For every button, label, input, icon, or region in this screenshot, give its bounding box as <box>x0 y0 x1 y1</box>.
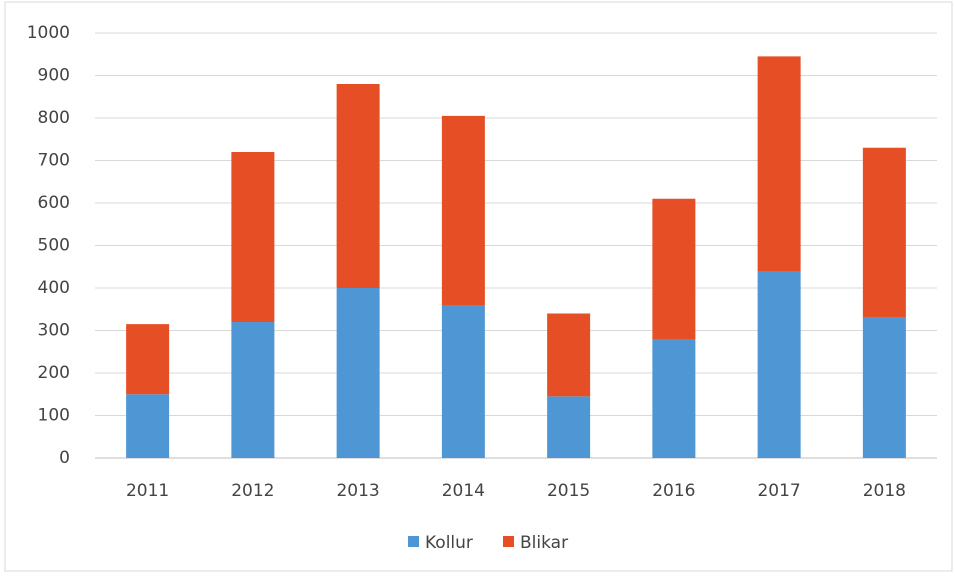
y-tick-label: 1000 <box>27 23 70 43</box>
bar-segment <box>862 317 906 458</box>
bar-segment <box>547 396 591 458</box>
bar-segment <box>336 84 380 288</box>
x-tick-label: 2011 <box>126 481 169 501</box>
bar-segment <box>231 152 275 322</box>
bar-segment <box>652 198 696 339</box>
legend-label: Blikar <box>520 533 568 553</box>
y-tick-label: 300 <box>38 321 70 341</box>
x-tick-label: 2013 <box>336 481 379 501</box>
y-tick-label: 800 <box>38 108 70 128</box>
y-tick-label: 900 <box>38 66 70 86</box>
bar-segment <box>652 339 696 458</box>
bar-segment <box>336 288 380 458</box>
y-tick-label: 400 <box>38 278 70 298</box>
bar-segment <box>231 322 275 458</box>
x-tick-label: 2018 <box>863 481 906 501</box>
bar-segment <box>757 271 801 458</box>
legend-label: Kollur <box>425 533 473 553</box>
x-tick-label: 2012 <box>231 481 274 501</box>
bar-segment <box>441 305 485 458</box>
y-tick-label: 200 <box>38 363 70 383</box>
bar-segment <box>126 394 170 458</box>
x-tick-label: 2017 <box>757 481 800 501</box>
y-tick-label: 500 <box>38 236 70 256</box>
y-tick-label: 700 <box>38 151 70 171</box>
y-tick-label: 600 <box>38 193 70 213</box>
x-tick-label: 2014 <box>442 481 485 501</box>
y-tick-label: 100 <box>38 406 70 426</box>
y-tick-label: 0 <box>59 448 70 468</box>
legend-swatch <box>503 536 514 547</box>
bar-segment <box>757 56 801 271</box>
bar-segment <box>547 313 591 397</box>
x-tick-label: 2016 <box>652 481 695 501</box>
bar-segment <box>126 324 170 395</box>
bar-segment <box>862 147 906 318</box>
x-tick-label: 2015 <box>547 481 590 501</box>
legend-swatch <box>408 536 419 547</box>
bar-segment <box>441 115 485 305</box>
